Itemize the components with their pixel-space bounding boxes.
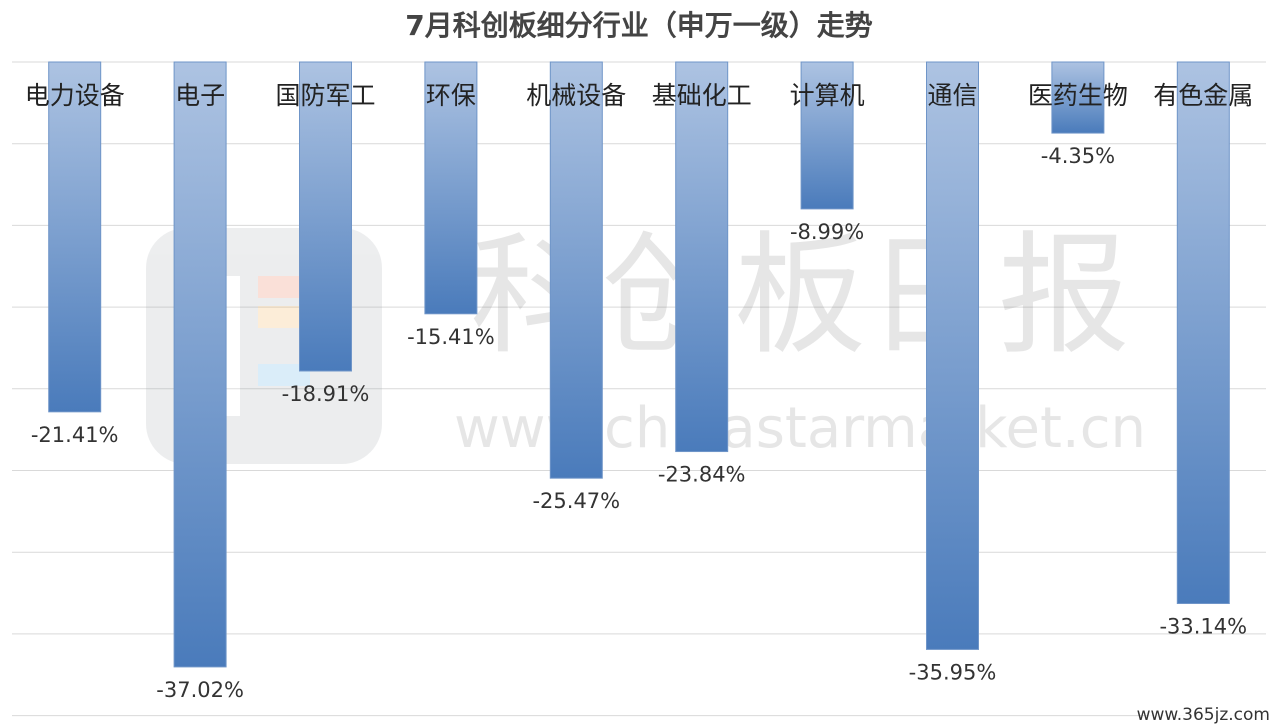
value-label: -37.02% [156, 678, 244, 702]
watermark-logo-part [258, 364, 310, 386]
value-label: -4.35% [1041, 144, 1115, 168]
bar [1051, 61, 1105, 134]
value-label: -15.41% [407, 325, 495, 349]
bar [1176, 61, 1230, 605]
watermark: 科创板日报 www.chinastarmarket.cn [146, 219, 1146, 464]
value-label: -8.99% [790, 220, 864, 244]
bar [675, 61, 729, 453]
x-tick-label: 计算机 [790, 81, 865, 110]
x-tick-label: 医药生物 [1028, 81, 1128, 110]
x-tick-label: 通信 [927, 81, 977, 110]
x-tick-label: 国防军工 [275, 81, 375, 110]
stamp: www.365jz.com [1137, 705, 1270, 725]
value-label: -21.41% [31, 423, 119, 447]
x-tick-label: 电子 [175, 81, 225, 110]
value-label: -25.47% [532, 489, 620, 513]
value-label: -18.91% [282, 382, 370, 406]
bar [299, 61, 352, 372]
bar [424, 61, 478, 315]
value-label: -35.95% [909, 660, 997, 684]
value-label: -33.14% [1159, 615, 1247, 639]
x-tick-label: 基础化工 [652, 81, 752, 110]
bar [800, 61, 854, 210]
chart-title: 7月科创板细分行业（申万一级）走势 [405, 9, 872, 42]
x-tick-label: 有色金属 [1153, 81, 1253, 110]
x-tick-label: 电力设备 [25, 81, 125, 110]
x-tick-label: 环保 [426, 81, 476, 110]
value-label: -23.84% [658, 463, 746, 487]
bar [48, 61, 102, 413]
x-tick-label: 机械设备 [526, 81, 626, 110]
bar [549, 61, 603, 479]
bar [173, 61, 227, 668]
stamp-bg [1148, 702, 1278, 728]
bar [926, 61, 979, 650]
